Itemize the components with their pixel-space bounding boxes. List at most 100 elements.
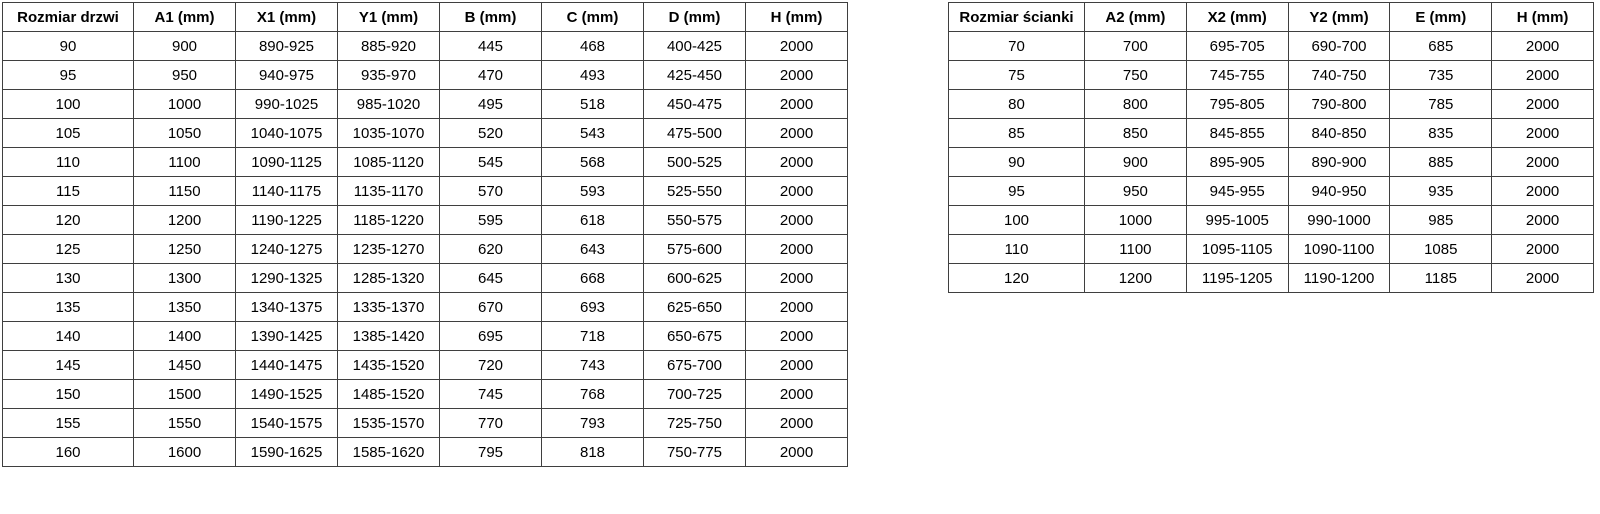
table-cell: 150 — [2, 379, 134, 409]
table-cell: 1540-1575 — [235, 408, 338, 438]
table-cell: 1285-1320 — [337, 263, 440, 293]
table-cell: 470 — [439, 60, 542, 90]
table-cell: 2000 — [745, 89, 848, 119]
table-cell: 545 — [439, 147, 542, 177]
table-cell: 840-850 — [1287, 118, 1391, 148]
table-cell: 95 — [2, 60, 134, 90]
table-row: 125 1250 1240-1275 1235-1270 620 643 575-600 20… — [2, 234, 848, 264]
table-cell: 950 — [1084, 176, 1187, 206]
table-cell: 2000 — [745, 437, 848, 467]
table-row: 150 1500 1490-1525 1485-1520 745 768 700-725 20… — [2, 379, 848, 409]
table-cell: 900 — [133, 31, 236, 61]
table-cell: 793 — [541, 408, 644, 438]
table-cell: 985-1020 — [337, 89, 440, 119]
table-cell: 70 — [948, 31, 1085, 61]
table-cell: 130 — [2, 263, 134, 293]
table-cell: 845-855 — [1185, 118, 1289, 148]
table-cell: 890-900 — [1287, 147, 1391, 177]
table-cell: 745-755 — [1185, 60, 1289, 90]
table-cell: 2000 — [745, 147, 848, 177]
table-cell: 1235-1270 — [337, 234, 440, 264]
table-cell: 105 — [2, 118, 134, 148]
table-row: 100 1000 995-1005 990-1000 985 2000 — [948, 205, 1594, 235]
table-cell: 140 — [2, 321, 134, 351]
table-cell: 450-475 — [643, 89, 746, 119]
table-cell: 570 — [439, 176, 542, 206]
table-cell: 1390-1425 — [235, 321, 338, 351]
table-cell: 100 — [2, 89, 134, 119]
table-cell: 1185-1220 — [337, 205, 440, 235]
table-cell: 600-625 — [643, 263, 746, 293]
table-cell: 115 — [2, 176, 134, 206]
table-cell: 90 — [948, 147, 1085, 177]
table-cell: 2000 — [745, 60, 848, 90]
table-cell: 1085-1120 — [337, 147, 440, 177]
table-row: 80 800 795-805 790-800 785 2000 — [948, 89, 1594, 119]
table-cell: 690-700 — [1287, 31, 1391, 61]
table-cell: 1050 — [133, 118, 236, 148]
table-cell: 835 — [1389, 118, 1493, 148]
table-cell: 425-450 — [643, 60, 746, 90]
table-row: 75 750 745-755 740-750 735 2000 — [948, 60, 1594, 90]
table-cell: 785 — [1389, 89, 1493, 119]
table-cell: 1200 — [1084, 263, 1187, 293]
table-cell: 790-800 — [1287, 89, 1391, 119]
table-cell: 520 — [439, 118, 542, 148]
table-cell: 885 — [1389, 147, 1493, 177]
table-cell: 1335-1370 — [337, 292, 440, 322]
table-cell: 80 — [948, 89, 1085, 119]
table-cell: 445 — [439, 31, 542, 61]
column-header: A1 (mm) — [133, 2, 236, 32]
table-cell: 2000 — [745, 292, 848, 322]
column-header: Y2 (mm) — [1287, 2, 1391, 32]
table-cell: 518 — [541, 89, 644, 119]
table-cell: 770 — [439, 408, 542, 438]
table-row: 70 700 695-705 690-700 685 2000 — [948, 31, 1594, 61]
table-cell: 735 — [1389, 60, 1493, 90]
table-row: 155 1550 1540-1575 1535-1570 770 793 725-750 20… — [2, 408, 848, 438]
table-cell: 135 — [2, 292, 134, 322]
table-cell: 668 — [541, 263, 644, 293]
table-cell: 2000 — [1491, 263, 1594, 293]
table-cell: 468 — [541, 31, 644, 61]
table-cell: 2000 — [745, 205, 848, 235]
table-cell: 95 — [948, 176, 1085, 206]
table-cell: 2000 — [1491, 205, 1594, 235]
table-cell: 2000 — [745, 263, 848, 293]
column-header: H (mm) — [745, 2, 848, 32]
table-cell: 745 — [439, 379, 542, 409]
column-header: Rozmiar drzwi — [2, 2, 134, 32]
table-cell: 1300 — [133, 263, 236, 293]
table-row: 110 1100 1090-1125 1085-1120 545 568 500-525 20… — [2, 147, 848, 177]
column-header: E (mm) — [1389, 2, 1493, 32]
table-cell: 990-1025 — [235, 89, 338, 119]
table-cell: 1085 — [1389, 234, 1493, 264]
table-cell: 90 — [2, 31, 134, 61]
table-cell: 1200 — [133, 205, 236, 235]
table-cell: 720 — [439, 350, 542, 380]
table-cell: 2000 — [1491, 31, 1594, 61]
door-sizes-table: Rozmiar drzwi A1 (mm) X1 (mm) Y1 (mm) B (mm)… — [2, 2, 848, 467]
column-header: H (mm) — [1491, 2, 1594, 32]
table-cell: 100 — [948, 205, 1085, 235]
table-cell: 995-1005 — [1185, 205, 1289, 235]
table-cell: 2000 — [1491, 234, 1594, 264]
table-cell: 618 — [541, 205, 644, 235]
table-row: 90 900 895-905 890-900 885 2000 — [948, 147, 1594, 177]
table-cell: 1135-1170 — [337, 176, 440, 206]
table-cell: 495 — [439, 89, 542, 119]
table-cell: 2000 — [745, 321, 848, 351]
table-cell: 750-775 — [643, 437, 746, 467]
table-cell: 400-425 — [643, 31, 746, 61]
table-cell: 1290-1325 — [235, 263, 338, 293]
table-cell: 1385-1420 — [337, 321, 440, 351]
table-row: 135 1350 1340-1375 1335-1370 670 693 625-650 20… — [2, 292, 848, 322]
table-cell: 475-500 — [643, 118, 746, 148]
table-cell: 568 — [541, 147, 644, 177]
table-row: 95 950 945-955 940-950 935 2000 — [948, 176, 1594, 206]
table-cell: 940-975 — [235, 60, 338, 90]
table-cell: 800 — [1084, 89, 1187, 119]
table-cell: 1500 — [133, 379, 236, 409]
table-row: 160 1600 1590-1625 1585-1620 795 818 750-775 20… — [2, 437, 848, 467]
table-cell: 885-920 — [337, 31, 440, 61]
